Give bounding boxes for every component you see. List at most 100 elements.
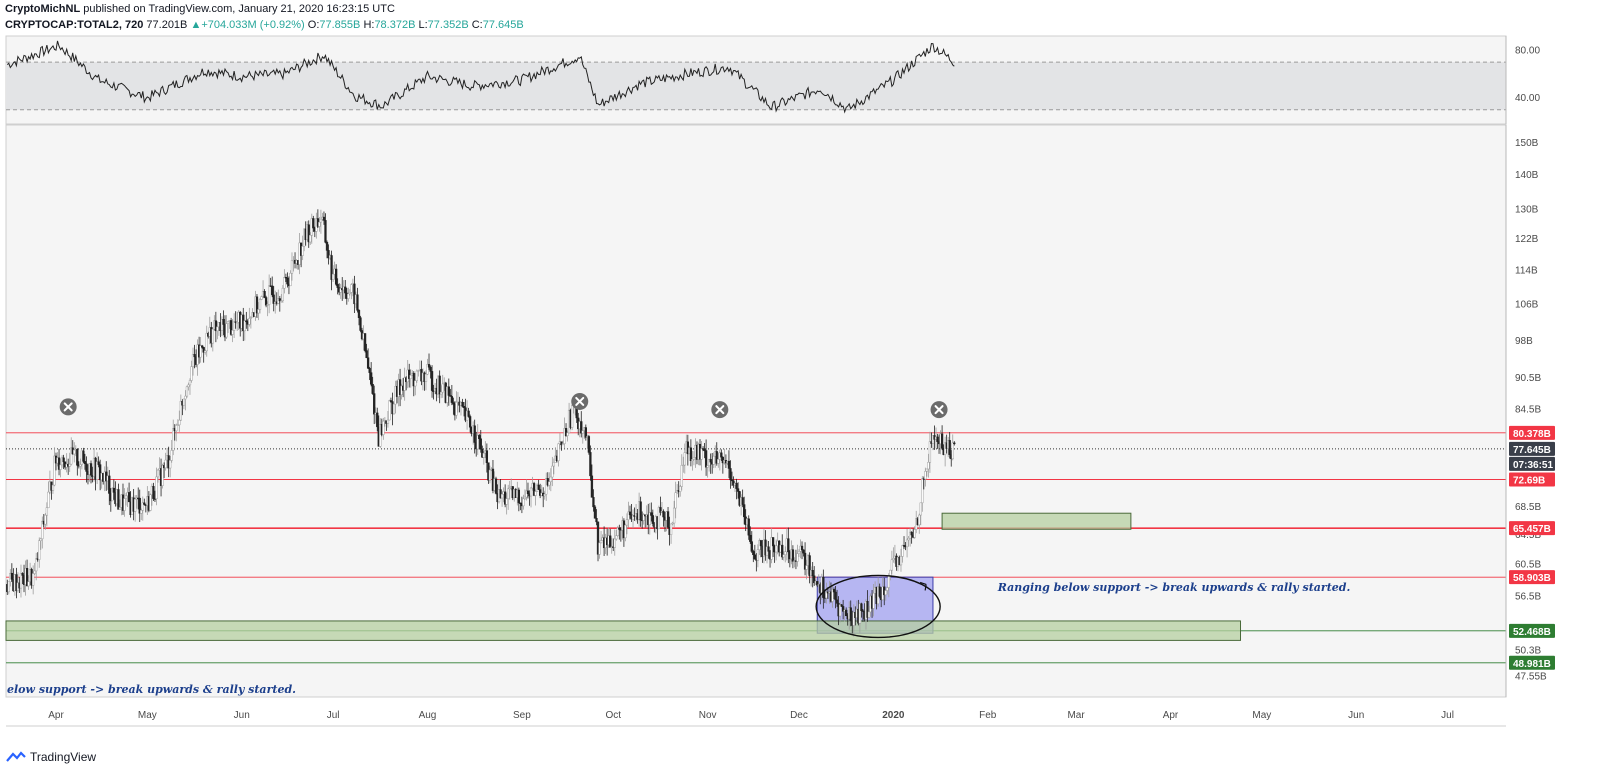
candle-body — [415, 370, 418, 381]
candle-body — [371, 384, 374, 394]
candle-body — [417, 370, 420, 372]
candle-body — [628, 511, 632, 516]
publish-line: CryptoMichNL published on TradingView.co… — [5, 3, 395, 15]
candle-body — [835, 599, 839, 604]
candle-body — [175, 424, 178, 432]
candle-body — [545, 478, 548, 495]
x-marker-icon[interactable] — [711, 401, 729, 419]
candle-body — [164, 459, 167, 469]
range-ellipse[interactable] — [815, 574, 941, 639]
candle-body — [327, 250, 330, 259]
candle-body — [534, 491, 537, 496]
level-badge: 80.378B — [1509, 425, 1555, 440]
candle-body — [563, 428, 566, 444]
candle-body — [910, 531, 913, 536]
x-marker-icon[interactable] — [59, 398, 77, 416]
level-badge: 65.457B — [1509, 521, 1555, 536]
candle-body — [709, 459, 712, 463]
candle-body — [255, 296, 259, 314]
candle-body — [249, 317, 253, 319]
candle-body — [860, 603, 863, 611]
candle-body — [389, 400, 393, 402]
candle-body — [781, 544, 784, 558]
candle-body — [800, 545, 804, 551]
tradingview-footer[interactable]: TradingView — [6, 750, 96, 764]
candle-body — [429, 366, 432, 372]
ohlc-line: CRYPTOCAP:TOTAL2, 720 77.201B ▲+704.033M… — [5, 19, 524, 31]
chart-canvas[interactable]: 80.00 40.00 Ranging below support -> brea… — [0, 0, 1600, 750]
candle-body — [928, 441, 932, 463]
time-tick-label: Apr — [48, 710, 64, 721]
time-tick-label: May — [138, 710, 157, 721]
candle-body — [312, 218, 315, 229]
candle-body — [616, 527, 619, 536]
candle-body — [426, 364, 429, 375]
candle-body — [838, 604, 842, 617]
candle-body — [27, 581, 30, 587]
candle-body — [473, 425, 476, 443]
candle-body — [615, 535, 618, 540]
candle-body — [427, 364, 431, 368]
price-pane[interactable] — [5, 124, 1507, 698]
candle-body — [727, 460, 731, 469]
candle-body — [284, 276, 288, 279]
candle-body — [805, 565, 808, 570]
candle-body — [543, 493, 546, 497]
annotation-text-clipped[interactable]: elow support -> break upwards & rally st… — [7, 683, 296, 696]
low-label: L: — [418, 19, 428, 31]
candle-body — [680, 465, 683, 487]
candle-body — [741, 497, 744, 505]
svg-text:52.468B: 52.468B — [1513, 627, 1551, 638]
candle-body — [948, 440, 951, 455]
candle-body — [268, 285, 271, 305]
candle-body — [117, 489, 120, 510]
candle-body — [243, 320, 246, 332]
support-zone[interactable] — [5, 620, 1242, 641]
x-marker-icon[interactable] — [930, 401, 948, 419]
time-tick-label: Aug — [419, 710, 437, 721]
candle-body — [373, 393, 376, 415]
candle-body — [852, 611, 855, 626]
candle-body — [730, 479, 734, 482]
svg-text:48.981B: 48.981B — [1513, 659, 1551, 670]
candle-body — [85, 463, 88, 472]
author-name[interactable]: CryptoMichNL — [5, 3, 81, 15]
candle-body — [112, 487, 116, 493]
price-tick-label: 150B — [1515, 138, 1539, 149]
candle-body — [476, 435, 479, 450]
candle-body — [672, 507, 676, 524]
candle-body — [449, 395, 452, 397]
candle-body — [925, 468, 929, 472]
candle-body — [229, 320, 233, 335]
candle-body — [353, 283, 356, 305]
annotation-text[interactable]: Ranging below support -> break upwards &… — [997, 581, 1351, 594]
candle-body — [811, 570, 814, 577]
svg-text:72.69B: 72.69B — [1513, 476, 1545, 487]
candle-body — [482, 452, 485, 458]
candle-body — [441, 383, 444, 393]
svg-text:80.378B: 80.378B — [1513, 429, 1551, 440]
candle-body — [721, 456, 725, 464]
candle-body — [330, 255, 333, 280]
candle-body — [226, 321, 230, 324]
price-tick-label: 114B — [1515, 266, 1538, 277]
candle-body — [260, 296, 263, 300]
candle-body — [176, 424, 179, 426]
candle-body — [580, 421, 583, 434]
candle-body — [797, 551, 801, 554]
target-zone[interactable] — [941, 512, 1132, 530]
candle-body — [918, 514, 921, 526]
candle-body — [936, 436, 939, 442]
x-marker-icon[interactable] — [571, 392, 589, 410]
candle-body — [290, 260, 294, 274]
candle-body — [57, 457, 61, 470]
candle-body — [462, 405, 466, 409]
candle-body — [325, 242, 329, 251]
candle-body — [566, 432, 569, 436]
candle-body — [35, 558, 38, 572]
candle-body — [266, 304, 269, 306]
candle-body — [182, 398, 186, 406]
candle-body — [700, 448, 703, 460]
candle-body — [309, 235, 312, 243]
candle-body — [141, 502, 144, 511]
